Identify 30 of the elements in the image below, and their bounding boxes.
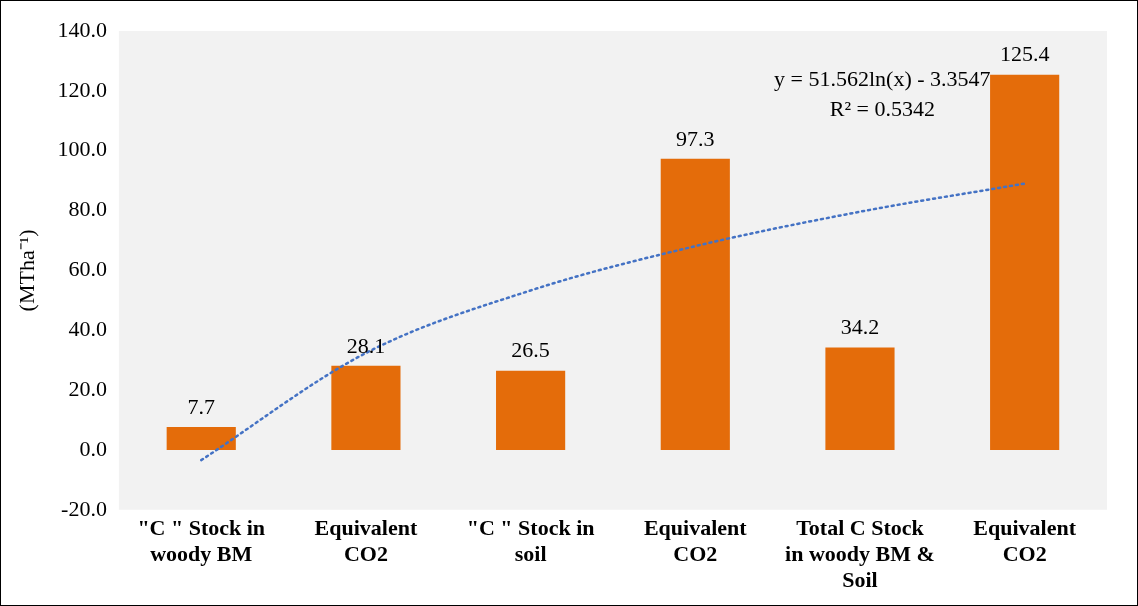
data-label: 26.5 <box>511 337 550 363</box>
data-label: 97.3 <box>676 125 715 151</box>
y-axis-title: (MTha⁻¹) <box>13 229 39 312</box>
bar <box>660 158 730 450</box>
data-label: 125.4 <box>999 41 1050 67</box>
annotation: y = 51.562ln(x) - 3.3547 <box>774 65 991 91</box>
y-tick-label: 120.0 <box>57 76 107 102</box>
y-tick-label: 0.0 <box>79 435 107 461</box>
y-tick-label: 140.0 <box>57 16 107 42</box>
bar <box>496 370 566 450</box>
bar <box>825 347 895 450</box>
data-label: 28.1 <box>346 332 386 358</box>
y-tick-label: -20.0 <box>61 495 107 521</box>
data-label: 34.2 <box>840 314 880 340</box>
y-tick-label: 80.0 <box>68 196 107 222</box>
x-tick-label: Equivalent CO2 <box>643 514 748 567</box>
x-tick-label: "C " Stock in soil <box>466 514 595 567</box>
x-tick-label: Equivalent CO2 <box>314 514 418 567</box>
bar <box>166 426 236 450</box>
y-tick-label: 40.0 <box>68 316 107 342</box>
data-label: 7.7 <box>187 393 215 419</box>
annotation: R² = 0.5342 <box>829 95 935 121</box>
x-tick-label: Equivalent CO2 <box>973 514 1077 567</box>
bar <box>990 74 1060 450</box>
y-tick-label: 60.0 <box>68 256 107 282</box>
x-tick-label: Total C Stock in woody BM & Soil <box>785 514 935 593</box>
bar <box>331 365 401 450</box>
x-tick-label: "C " Stock in woody BM <box>137 514 266 567</box>
y-tick-label: 100.0 <box>57 136 107 162</box>
y-tick-label: 20.0 <box>68 375 107 401</box>
